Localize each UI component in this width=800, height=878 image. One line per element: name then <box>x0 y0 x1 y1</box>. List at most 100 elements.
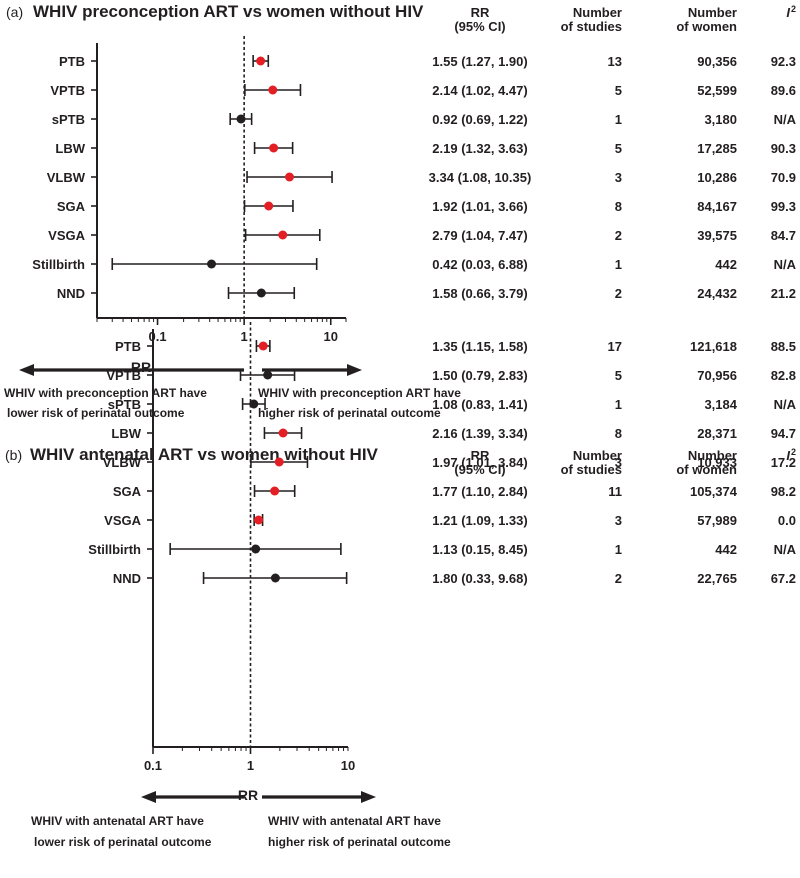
header-i2-superscript: 2 <box>791 447 796 457</box>
i2-value: N/A <box>774 257 797 272</box>
i2-value: N/A <box>774 542 797 557</box>
women-count: 57,989 <box>697 513 737 528</box>
lower-risk-note: WHIV with antenatal ART have <box>31 814 204 828</box>
outcome-label: VPTB <box>50 83 85 98</box>
women-count: 10,933 <box>697 455 737 470</box>
i2-value: N/A <box>774 112 797 127</box>
rr-ci-value: 1.77 (1.10, 2.84) <box>432 484 527 499</box>
studies-count: 2 <box>615 228 622 243</box>
rr-ci-value: 1.21 (1.09, 1.33) <box>432 513 527 528</box>
studies-count: 1 <box>615 542 622 557</box>
higher-risk-note: WHIV with antenatal ART have <box>268 814 441 828</box>
outcome-label: SGA <box>113 484 142 499</box>
lower-risk-note: WHIV with preconception ART have <box>4 386 207 400</box>
studies-count: 13 <box>608 54 622 69</box>
point-estimate <box>268 85 278 95</box>
outcome-label: LBW <box>55 141 85 156</box>
point-estimate <box>270 573 280 583</box>
rr-ci-value: 1.92 (1.01, 3.66) <box>432 199 527 214</box>
rr-ci-value: 1.50 (0.79, 2.83) <box>432 368 527 383</box>
x-tick-label: 0.1 <box>148 329 166 344</box>
outcome-label: sPTB <box>108 397 141 412</box>
i2-value: 0.0 <box>778 513 796 528</box>
rr-ci-value: 1.55 (1.27, 1.90) <box>432 54 527 69</box>
x-tick-label: 1 <box>247 758 254 773</box>
header-women-sub: of women <box>676 19 737 34</box>
x-tick-label: 10 <box>324 329 338 344</box>
studies-count: 3 <box>615 455 622 470</box>
i2-value: 70.9 <box>771 170 796 185</box>
studies-count: 3 <box>615 513 622 528</box>
i2-value: 89.6 <box>771 83 796 98</box>
rr-ci-value: 3.34 (1.08, 10.35) <box>429 170 532 185</box>
outcome-label: VSGA <box>104 513 141 528</box>
point-estimate <box>256 56 266 66</box>
i2-value: 98.2 <box>771 484 796 499</box>
outcome-label: PTB <box>59 54 85 69</box>
outcome-label: SGA <box>57 199 86 214</box>
i2-value: 94.7 <box>771 426 796 441</box>
i2-value: 17.2 <box>771 455 796 470</box>
arrow-right-head-icon <box>347 364 362 376</box>
i2-value: 92.3 <box>771 54 796 69</box>
women-count: 39,575 <box>697 228 737 243</box>
header-i2-superscript: 2 <box>791 4 796 14</box>
rr-ci-value: 2.19 (1.32, 3.63) <box>432 141 527 156</box>
i2-value: 67.2 <box>771 571 796 586</box>
studies-count: 3 <box>615 170 622 185</box>
point-estimate <box>278 428 288 438</box>
women-count: 121,618 <box>690 339 737 354</box>
rr-ci-value: 1.35 (1.15, 1.58) <box>432 339 527 354</box>
i2-value: 21.2 <box>771 286 796 301</box>
women-count: 10,286 <box>697 170 737 185</box>
header-studies-sub: of studies <box>561 19 622 34</box>
women-count: 90,356 <box>697 54 737 69</box>
women-count: 70,956 <box>697 368 737 383</box>
lower-risk-note-line2: lower risk of perinatal outcome <box>34 835 212 849</box>
header-women: Number <box>688 5 737 20</box>
point-estimate <box>274 457 284 467</box>
studies-count: 1 <box>615 257 622 272</box>
point-estimate <box>270 486 280 496</box>
rr-ci-value: 2.79 (1.04, 7.47) <box>432 228 527 243</box>
arrow-left-head-icon <box>141 791 156 803</box>
lower-risk-note-line2: lower risk of perinatal outcome <box>7 406 185 420</box>
x-tick-label: 1 <box>241 329 248 344</box>
rr-ci-value: 2.16 (1.39, 3.34) <box>432 426 527 441</box>
point-estimate <box>278 230 288 240</box>
i2-value: 82.8 <box>771 368 796 383</box>
women-count: 3,184 <box>704 397 737 412</box>
studies-count: 1 <box>615 112 622 127</box>
header-rr-ci: (95% CI) <box>454 19 505 34</box>
header-women-sub: of women <box>676 462 737 477</box>
studies-count: 2 <box>615 571 622 586</box>
women-count: 3,180 <box>704 112 737 127</box>
panel-label: (a) <box>6 4 23 20</box>
outcome-label: Stillbirth <box>32 257 85 272</box>
studies-count: 8 <box>615 426 622 441</box>
point-estimate <box>258 341 268 351</box>
women-count: 17,285 <box>697 141 737 156</box>
studies-count: 8 <box>615 199 622 214</box>
header-studies: Number <box>573 5 622 20</box>
rr-ci-value: 1.97 (1.01, 3.84) <box>432 455 527 470</box>
point-estimate <box>249 399 259 409</box>
women-count: 22,765 <box>697 571 737 586</box>
outcome-label: NND <box>113 571 141 586</box>
outcome-label: VPTB <box>106 368 141 383</box>
x-axis-label: RR <box>238 787 258 803</box>
header-rr: RR <box>471 448 490 463</box>
header-i2: I <box>786 448 790 463</box>
studies-count: 1 <box>615 397 622 412</box>
rr-ci-value: 0.92 (0.69, 1.22) <box>432 112 527 127</box>
outcome-label: VSGA <box>48 228 85 243</box>
outcome-label: Stillbirth <box>88 542 141 557</box>
rr-ci-value: 2.14 (1.02, 4.47) <box>432 83 527 98</box>
studies-count: 5 <box>615 368 622 383</box>
studies-count: 2 <box>615 286 622 301</box>
point-estimate <box>207 259 217 269</box>
point-estimate <box>256 288 266 298</box>
i2-value: N/A <box>774 397 797 412</box>
i2-value: 90.3 <box>771 141 796 156</box>
